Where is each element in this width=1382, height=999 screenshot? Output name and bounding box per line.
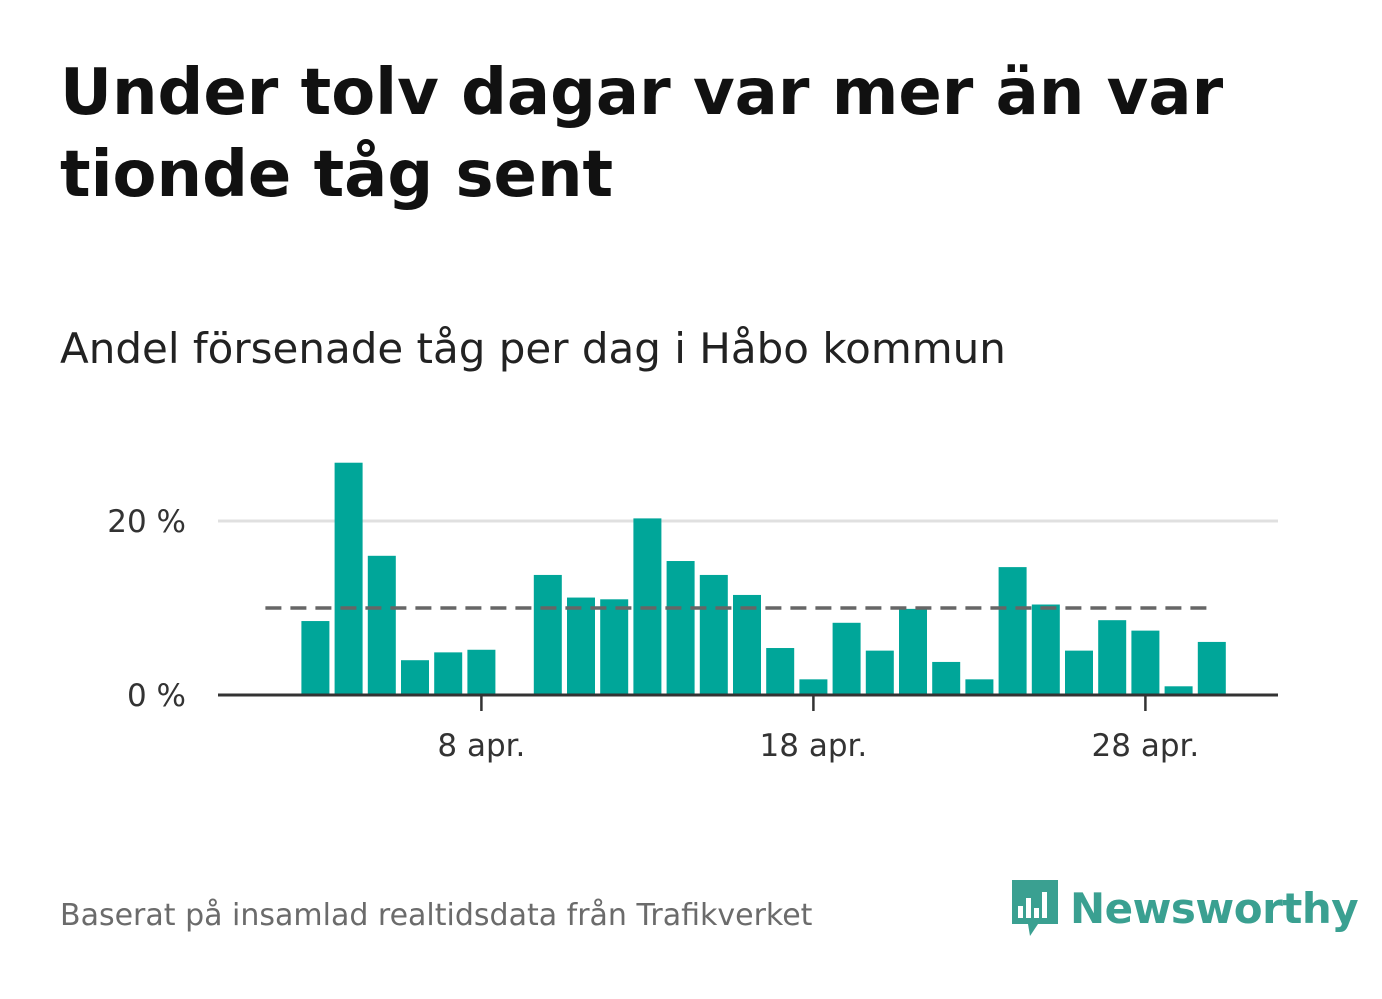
bar <box>899 608 927 695</box>
bar <box>334 462 363 695</box>
bar <box>932 661 961 695</box>
bar <box>301 621 330 695</box>
x-tick-label: 8 apr. <box>437 728 525 764</box>
bar <box>1031 604 1060 695</box>
bar <box>865 650 894 695</box>
bar <box>733 594 761 695</box>
bar <box>434 652 463 695</box>
bar <box>965 679 994 695</box>
y-tick-label: 20 % <box>107 504 186 540</box>
bar <box>567 597 595 695</box>
bar <box>533 574 562 695</box>
bar <box>367 555 396 695</box>
bar <box>1164 686 1193 695</box>
x-tick-label: 18 apr. <box>760 728 868 764</box>
source-note: Baserat på insamlad realtidsdata från Tr… <box>60 898 813 933</box>
newsworthy-logo: Newsworthy <box>1010 878 1359 938</box>
newsworthy-bar-icon <box>1012 880 1058 936</box>
y-tick-label: 0 % <box>127 678 186 714</box>
bar <box>1131 630 1160 695</box>
bar <box>401 660 429 695</box>
bar <box>1065 650 1093 695</box>
bar <box>998 567 1027 695</box>
bar <box>1098 620 1127 695</box>
bar <box>467 649 496 695</box>
bar <box>799 679 828 695</box>
bar <box>699 574 728 695</box>
bar-chart: 0 % 20 % 8 apr. 18 apr. 28 apr. <box>107 462 1278 764</box>
chart-title: Under tolv dagar var mer än var tionde t… <box>60 56 1224 212</box>
x-tick-label: 28 apr. <box>1092 728 1200 764</box>
bar <box>600 599 629 695</box>
bar <box>666 561 695 695</box>
bar <box>832 622 861 695</box>
brand-name: Newsworthy <box>1070 883 1359 933</box>
chart-subtitle: Andel försenade tåg per dag i Håbo kommu… <box>60 324 1006 373</box>
bar <box>766 648 795 695</box>
bar <box>1197 641 1226 695</box>
